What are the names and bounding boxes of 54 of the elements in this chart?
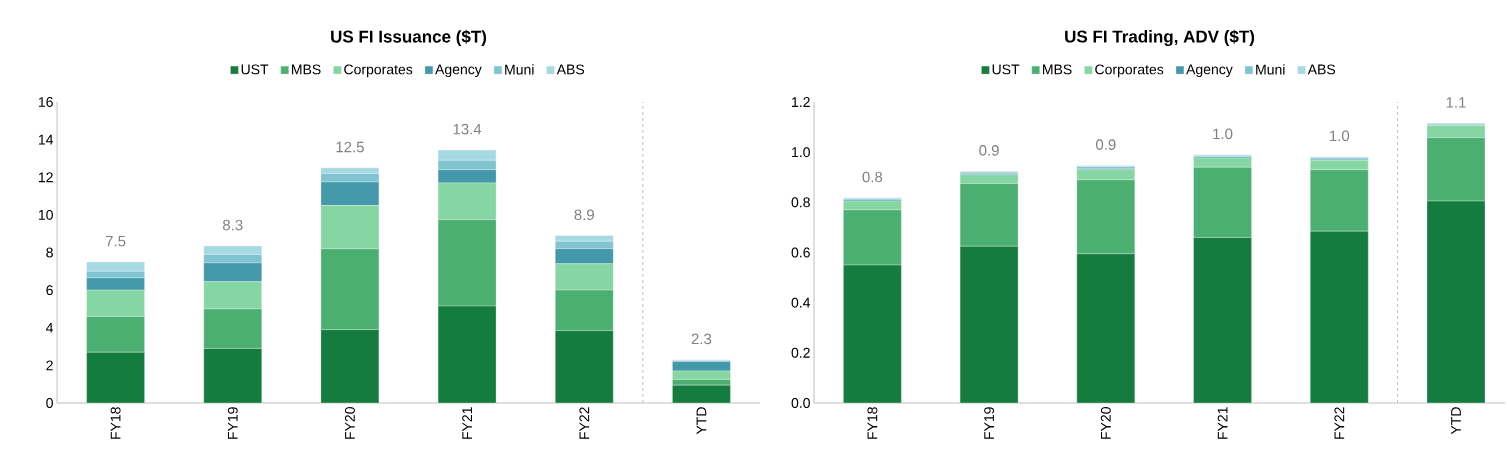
legend-label: Agency — [1186, 64, 1233, 78]
legend-label: MBS — [292, 64, 321, 75]
total-label: 12.5 — [336, 141, 364, 153]
chart-title: US FI Issuance ($T) — [331, 29, 487, 46]
legend-label: MBS — [1043, 64, 1072, 75]
x-tick-label: YTD — [1451, 407, 1461, 435]
legend-label: ABS — [556, 64, 585, 75]
y-tick-label: 12 — [38, 172, 53, 183]
x-tick-label: YTD — [696, 407, 707, 435]
total-label: 0.9 — [979, 145, 999, 156]
x-tick-label: FY21 — [462, 407, 472, 439]
y-tick-label: 0.2 — [791, 347, 810, 358]
y-tick-label: 1.2 — [792, 97, 810, 107]
legend-label: Muni — [505, 64, 534, 75]
legend-label: Corporates — [1095, 64, 1164, 78]
y-tick-label: 6 — [46, 285, 53, 296]
x-tick-label: FY22 — [579, 407, 590, 439]
legend-label: UST — [241, 64, 269, 75]
total-label: 7.5 — [105, 235, 126, 247]
total-label: 1.0 — [1213, 128, 1233, 140]
total-label: 13.4 — [453, 123, 482, 135]
x-tick-label: FY20 — [1100, 407, 1111, 439]
y-tick-label: 2 — [46, 360, 53, 371]
total-label: 0.8 — [862, 171, 883, 183]
x-tick-label: FY18 — [867, 407, 878, 439]
y-tick-label: 0.4 — [791, 297, 811, 308]
total-label: 8.9 — [574, 209, 594, 221]
total-label: 8.3 — [222, 219, 243, 231]
y-tick-label: 0.8 — [791, 197, 810, 208]
total-label: 2.3 — [691, 333, 712, 345]
x-tick-label: FY18 — [110, 407, 121, 439]
y-tick-label: 10 — [38, 209, 53, 220]
chart-title: US FI Trading, ADV ($T) — [1065, 29, 1255, 47]
y-tick-label: 0 — [46, 398, 53, 408]
x-tick-label: FY19 — [984, 407, 995, 439]
x-tick-label: FY22 — [1334, 407, 1345, 439]
total-label: 0.9 — [1095, 139, 1116, 150]
x-tick-label: FY21 — [1217, 407, 1228, 439]
y-tick-label: 4 — [46, 322, 54, 333]
x-tick-label: FY19 — [227, 407, 238, 439]
y-tick-label: 16 — [38, 97, 53, 107]
total-label: 1.1 — [1446, 97, 1466, 108]
legend-label: Agency — [435, 64, 482, 78]
y-tick-label: 0.0 — [791, 398, 810, 408]
y-tick-label: 0.6 — [791, 247, 810, 258]
total-label: 1.0 — [1329, 130, 1350, 142]
y-tick-label: 14 — [38, 134, 54, 145]
legend-label: Muni — [1256, 64, 1285, 75]
legend-label: UST — [992, 64, 1020, 75]
y-tick-label: 1.0 — [792, 147, 810, 158]
y-tick-label: 8 — [46, 247, 53, 258]
legend-label: ABS — [1307, 64, 1336, 75]
legend-label: Corporates — [344, 64, 413, 78]
x-tick-label: FY20 — [344, 407, 355, 439]
